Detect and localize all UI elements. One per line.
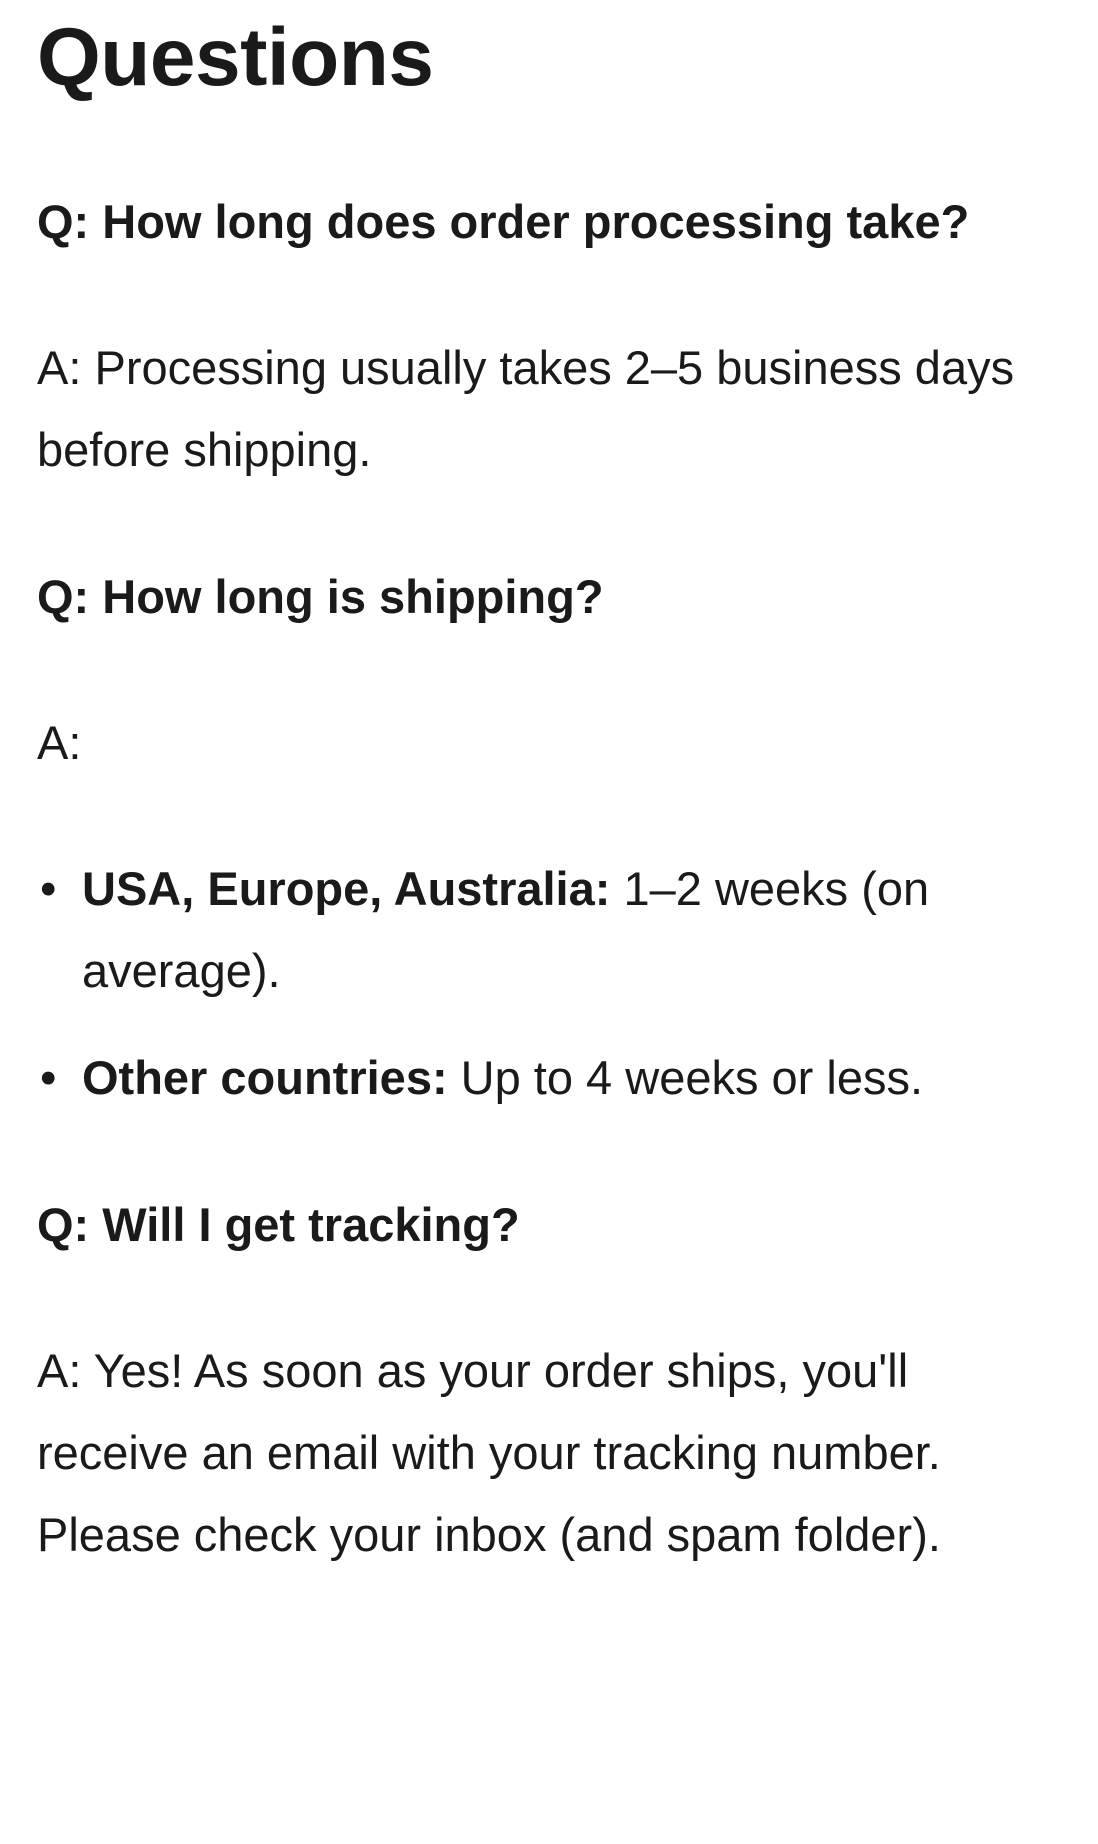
question-3: Q: Will I get tracking? bbox=[37, 1198, 520, 1251]
region-time: Up to 4 weeks or less. bbox=[447, 1051, 924, 1104]
list-item: • USA, Europe, Australia: 1–2 weeks (on … bbox=[37, 848, 1061, 1012]
bullet-icon: • bbox=[40, 862, 57, 915]
page-title: Questions bbox=[37, 12, 434, 103]
shipping-times-list: • USA, Europe, Australia: 1–2 weeks (on … bbox=[37, 848, 1061, 1119]
answer-3: A: Yes! As soon as your order ships, you… bbox=[37, 1344, 941, 1561]
answer-1: A: Processing usually takes 2–5 business… bbox=[37, 341, 1015, 476]
region-label: USA, Europe, Australia: bbox=[82, 862, 611, 915]
bullet-icon: • bbox=[40, 1051, 57, 1104]
list-item: • Other countries: Up to 4 weeks or less… bbox=[37, 1037, 1061, 1119]
answer-2: A: bbox=[37, 716, 82, 769]
region-time: 1–2 weeks (on average). bbox=[82, 862, 930, 997]
question-2: Q: How long is shipping? bbox=[37, 570, 604, 623]
region-label: Other countries: bbox=[82, 1051, 448, 1104]
question-1: Q: How long does order processing take? bbox=[37, 195, 970, 248]
faq-page: Questions Q: How long does order process… bbox=[37, 12, 1061, 1561]
